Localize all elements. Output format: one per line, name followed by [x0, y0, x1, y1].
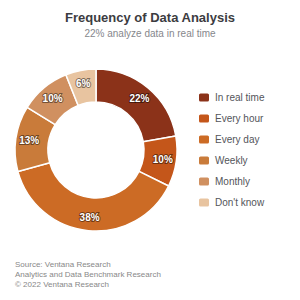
svg-text:Don't know: Don't know [215, 197, 265, 208]
svg-text:Weekly: Weekly [215, 155, 248, 166]
svg-text:Frequency of Data Analysis: Frequency of Data Analysis [65, 10, 235, 25]
svg-text:13%: 13% [19, 135, 39, 146]
svg-text:© 2022 Ventana Research: © 2022 Ventana Research [15, 280, 109, 289]
svg-text:6%: 6% [76, 78, 91, 89]
svg-text:In real time: In real time [215, 92, 265, 103]
svg-text:Analytics and Data Benchmark R: Analytics and Data Benchmark Research [15, 270, 161, 279]
svg-text:Source: Ventana Research: Source: Ventana Research [15, 260, 111, 269]
svg-text:Every hour: Every hour [215, 113, 264, 124]
svg-text:22%: 22% [129, 93, 149, 104]
svg-text:10%: 10% [153, 154, 173, 165]
svg-text:Every day: Every day [215, 134, 259, 145]
svg-text:22% analyze data in real time: 22% analyze data in real time [84, 28, 216, 39]
svg-text:Monthly: Monthly [215, 176, 250, 187]
svg-text:10%: 10% [43, 93, 63, 104]
svg-text:38%: 38% [80, 212, 100, 223]
